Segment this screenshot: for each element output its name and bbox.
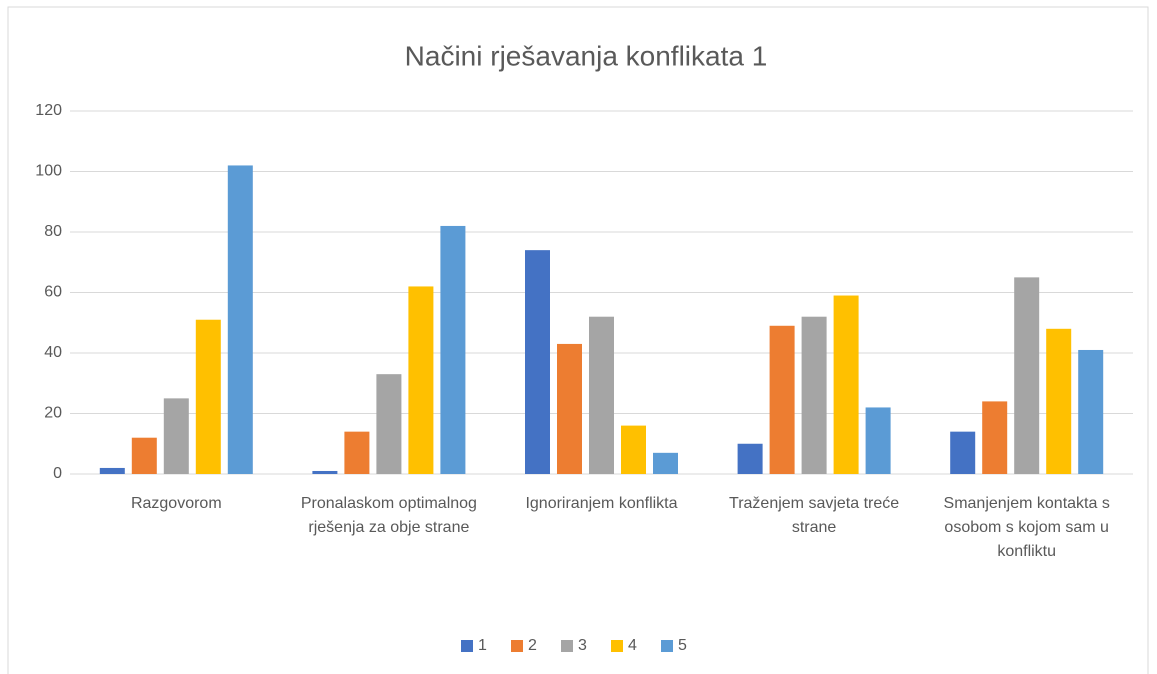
legend-label: 1 — [478, 637, 487, 654]
bar — [982, 401, 1008, 474]
bar — [99, 467, 125, 474]
bar — [376, 374, 402, 474]
bar — [865, 407, 891, 474]
y-tick-label: 20 — [44, 405, 62, 422]
bar — [833, 295, 859, 474]
bar — [1078, 349, 1104, 474]
y-tick-label: 120 — [35, 102, 62, 119]
bar — [589, 316, 614, 474]
bar — [769, 325, 795, 474]
bar — [227, 165, 253, 474]
legend-label: 4 — [628, 637, 637, 654]
legend-swatch — [461, 640, 473, 652]
chart-border — [7, 6, 1149, 674]
y-tick-label: 80 — [44, 223, 62, 240]
legend-label: 3 — [578, 637, 587, 654]
bar — [440, 225, 466, 474]
y-tick-label: 60 — [44, 284, 62, 301]
y-tick-label: 100 — [35, 163, 62, 180]
x-tick-label: Traženjem savjeta treće strane — [729, 495, 900, 536]
bar — [1014, 277, 1040, 474]
y-tick-label: 40 — [44, 344, 62, 361]
bar — [557, 343, 582, 474]
bar — [131, 437, 157, 474]
legend-label: 2 — [528, 637, 537, 654]
y-tick-label: 0 — [53, 465, 62, 482]
bar — [801, 316, 827, 474]
bar — [344, 431, 370, 474]
bar — [195, 319, 221, 474]
legend-label: 5 — [678, 637, 687, 654]
x-tick-label: Pronalaskom optimalnog rješenja za obje … — [300, 495, 477, 536]
bar — [737, 443, 763, 474]
bar — [525, 250, 550, 474]
bar — [1046, 328, 1072, 474]
bar — [950, 431, 976, 474]
legend-swatch — [661, 640, 673, 652]
bar — [163, 398, 189, 474]
chart-title: Načini rješavanja konflikata 1 — [405, 40, 768, 71]
x-tick-label: Ignoriranjem konflikta — [525, 495, 678, 512]
legend-swatch — [611, 640, 623, 652]
legend-swatch — [511, 640, 523, 652]
bar — [621, 425, 646, 474]
legend-swatch — [561, 640, 573, 652]
bar — [312, 470, 338, 474]
x-tick-label: Smanjenjem kontakta s osobom s kojom sam… — [943, 495, 1110, 560]
bar — [408, 286, 434, 474]
x-tick-label: Razgovorom — [130, 495, 222, 512]
bar — [653, 452, 678, 474]
